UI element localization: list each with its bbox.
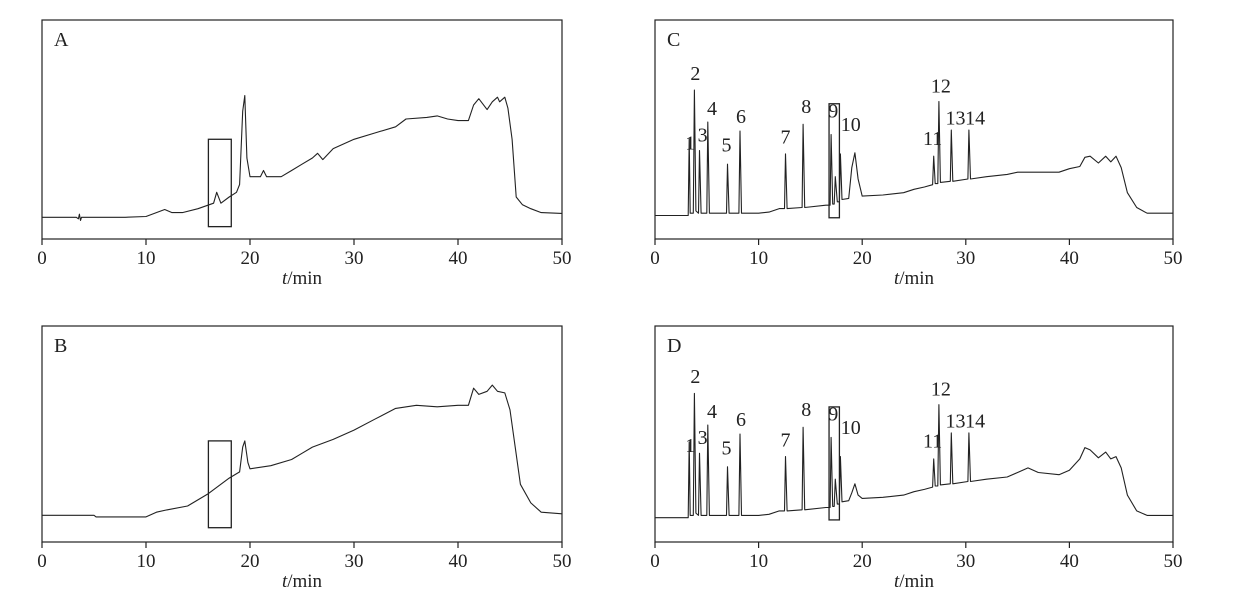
panel-b-xtick-label-30: 30 [345, 551, 364, 572]
panel-c-xtick-label-50: 50 [1164, 248, 1183, 269]
panel-c-xtick-label-40: 40 [1060, 248, 1079, 269]
panel-b-x-axis-title: t/min [282, 571, 323, 592]
panel-c-peak-label-9: 9 [828, 100, 838, 122]
panel-c-frame [654, 19, 1174, 240]
panel-a-xtick-label-50: 50 [553, 248, 572, 269]
panel-c-peak-label-12: 12 [931, 75, 951, 97]
panel-d-peak-label-3: 3 [698, 427, 708, 449]
panel-b-xtick-label-10: 10 [137, 551, 156, 572]
panel-b-letter: B [54, 335, 67, 357]
panel-c-xtick-label-30: 30 [956, 248, 975, 269]
panel-d-xtick-label-20: 20 [853, 551, 872, 572]
panel-a-xtick-label-40: 40 [449, 248, 468, 269]
panel-c-peak-label-11: 11 [923, 128, 942, 150]
panel-c-peak-label-13: 13 [945, 107, 965, 129]
panel-d-frame [654, 325, 1174, 543]
panel-a-frame [41, 19, 563, 240]
panel-b-xtick-label-0: 0 [37, 551, 47, 572]
panel-d-peak-label-9: 9 [828, 403, 838, 425]
panel-b-xtick-label-50: 50 [553, 551, 572, 572]
panel-d-xtick-label-10: 10 [749, 551, 768, 572]
panel-c-xtick-label-0: 0 [650, 248, 660, 269]
panel-c-peak-label-8: 8 [801, 96, 811, 118]
panel-c-peak-label-6: 6 [736, 106, 746, 128]
panel-c-highlight-box [828, 103, 841, 219]
panel-d-peak-label-10: 10 [841, 417, 861, 439]
panel-b-xtick-label-40: 40 [449, 551, 468, 572]
panel-c-peak-label-14: 14 [965, 107, 985, 129]
panel-a-x-axis-title: t/min [282, 268, 323, 289]
panel-d-xtick-label-30: 30 [956, 551, 975, 572]
panel-b-xtick-label-20: 20 [241, 551, 260, 572]
panel-d-peak-label-5: 5 [721, 437, 731, 459]
panel-a-xtick-label-30: 30 [345, 248, 364, 269]
panel-a-highlight-box [207, 138, 232, 228]
panel-c-peak-label-1: 1 [685, 132, 695, 154]
panel-c-trace [655, 89, 1173, 217]
panel-c-peak-label-10: 10 [841, 114, 861, 136]
panel-a-trace [42, 95, 563, 221]
panel-b: B 0 10 20 30 40 50 t/min [37, 325, 572, 592]
panel-d-peak-label-13: 13 [945, 410, 965, 432]
panel-a: A 0 10 20 30 40 50 t/min [37, 19, 572, 289]
panel-b-trace [42, 384, 563, 518]
panel-b-frame [41, 325, 563, 543]
panel-d-peak-label-12: 12 [931, 379, 951, 401]
panel-a-letter: A [54, 29, 69, 51]
panel-d-letter: D [667, 335, 681, 357]
panel-c-peak-label-7: 7 [781, 127, 791, 149]
panel-d-xtick-label-50: 50 [1164, 551, 1183, 572]
panel-d-peak-label-7: 7 [781, 429, 791, 451]
panel-a-xtick-label-10: 10 [137, 248, 156, 269]
panel-c-x-axis-title: t/min [894, 268, 935, 289]
panel-d-xtick-label-0: 0 [650, 551, 660, 572]
panel-c-peak-label-5: 5 [721, 135, 731, 157]
panel-c-xtick-label-20: 20 [853, 248, 872, 269]
panel-d-peak-label-1: 1 [685, 435, 695, 457]
panel-d-peak-label-6: 6 [736, 409, 746, 431]
panel-c-peak-label-3: 3 [698, 124, 708, 146]
panel-d-peak-label-8: 8 [801, 399, 811, 421]
panel-d-trace [655, 392, 1173, 519]
panel-d-x-axis-title: t/min [894, 571, 935, 592]
panel-c-peak-label-2: 2 [690, 63, 700, 85]
panel-b-highlight-box [207, 440, 232, 529]
panel-a-xtick-label-20: 20 [241, 248, 260, 269]
panel-d-peak-label-4: 4 [707, 401, 717, 423]
panel-d-peak-label-2: 2 [690, 366, 700, 388]
panel-c-xtick-label-10: 10 [749, 248, 768, 269]
panel-d-highlight-box [828, 406, 841, 521]
panel-d-peak-label-14: 14 [965, 410, 985, 432]
panel-c-peak-label-4: 4 [707, 98, 717, 120]
panel-d-xtick-label-40: 40 [1060, 551, 1079, 572]
panel-d-peak-label-11: 11 [923, 431, 942, 453]
panel-c-letter: C [667, 29, 680, 51]
panel-a-xtick-label-0: 0 [37, 248, 47, 269]
